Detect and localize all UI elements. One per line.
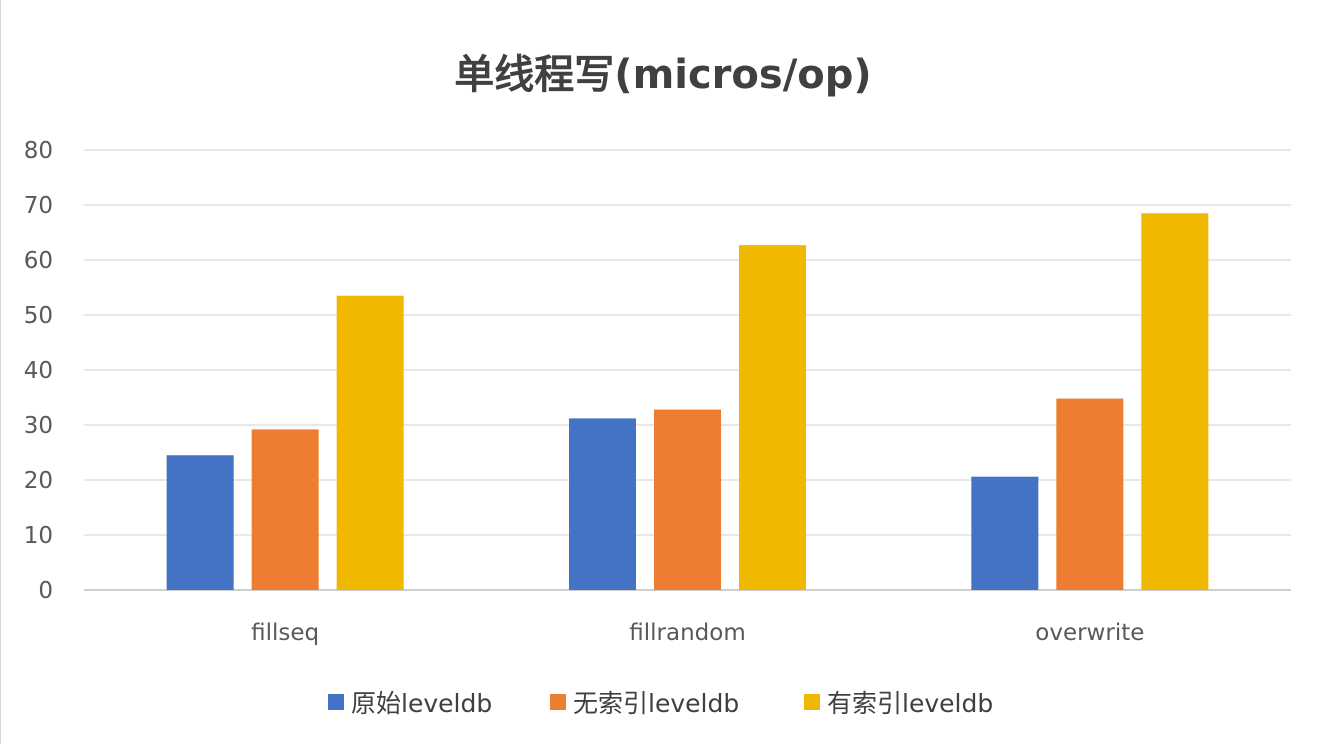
legend-swatch [550, 694, 566, 710]
y-tick-label: 0 [38, 578, 53, 604]
legend: 原始leveldb 无索引leveldb 有索引leveldb [328, 689, 993, 718]
bar-fillseq-series-2 [251, 429, 319, 590]
legend-label: 原始leveldb [351, 689, 492, 718]
y-tick-label: 10 [24, 523, 53, 549]
x-category-label: fillrandom [629, 620, 745, 646]
bar-fillrandom-series-1 [569, 418, 636, 590]
y-tick-label: 70 [24, 193, 53, 219]
y-tick-label: 80 [24, 138, 53, 164]
x-category-label: fillseq [251, 620, 319, 646]
y-tick-label: 30 [24, 413, 53, 439]
y-tick-label: 40 [24, 358, 53, 384]
bar-overwrite-series-2 [1056, 398, 1124, 590]
y-axis: 0 10 20 30 40 50 60 70 80 [24, 138, 53, 604]
bar-fillrandom-series-2 [654, 409, 721, 590]
x-category-label: overwrite [1035, 620, 1144, 646]
legend-label: 有索引leveldb [827, 689, 993, 718]
x-axis: fillseq fillrandom overwrite [251, 620, 1144, 646]
bar-fillrandom-series-3 [739, 245, 806, 590]
legend-label: 无索引leveldb [573, 689, 739, 718]
bar-fillseq-series-1 [166, 455, 234, 590]
y-tick-label: 50 [24, 303, 53, 329]
bar-fillseq-series-3 [336, 295, 404, 590]
legend-swatch [804, 694, 820, 710]
chart-title: 单线程写(micros/op) [454, 52, 871, 98]
bars [166, 213, 1209, 590]
bar-overwrite-series-3 [1141, 213, 1209, 590]
y-tick-label: 20 [24, 468, 53, 494]
legend-swatch [328, 694, 344, 710]
bar-overwrite-series-1 [971, 476, 1039, 590]
y-tick-label: 60 [24, 248, 53, 274]
